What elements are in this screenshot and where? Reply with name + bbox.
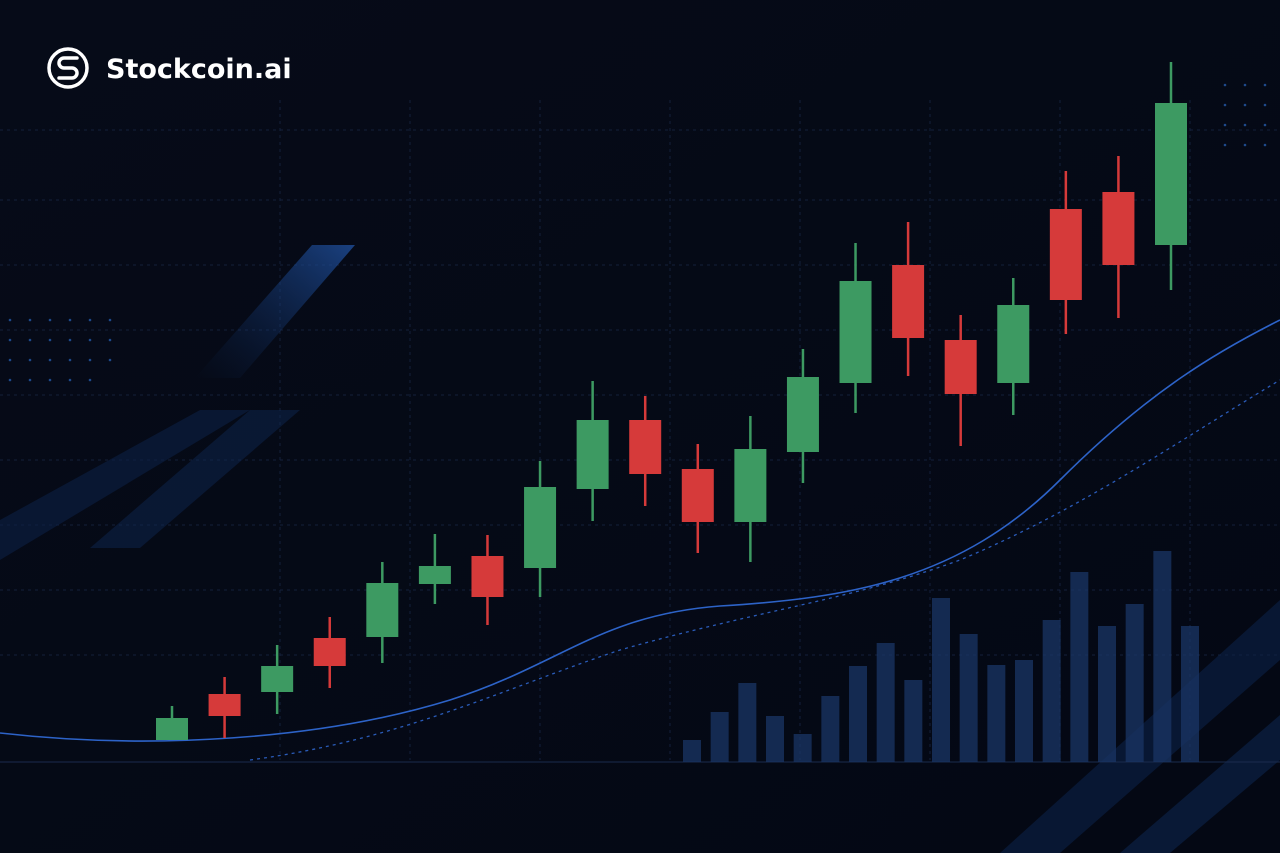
- volume-bar: [821, 696, 840, 762]
- volume-bar: [766, 716, 784, 762]
- logo-s: [57, 56, 79, 80]
- volume-bar: [904, 680, 923, 762]
- volume-bar: [1181, 626, 1199, 762]
- logo-ring: [47, 47, 89, 89]
- candle-body: [576, 420, 609, 489]
- volume-bar: [710, 712, 729, 762]
- volume-bar: [987, 665, 1006, 762]
- trend-line: [0, 319, 1280, 742]
- candle-body: [1049, 209, 1082, 300]
- candle-body: [471, 556, 504, 597]
- volume-bar: [738, 683, 757, 762]
- volume-bar: [1098, 626, 1116, 762]
- candle-body: [208, 694, 241, 716]
- volume-bar: [849, 666, 867, 762]
- volume-bar: [1153, 551, 1172, 762]
- decor-dots: [8, 83, 1267, 382]
- volume-bar: [932, 598, 950, 762]
- candle-body: [944, 340, 977, 394]
- volume-bar: [959, 634, 978, 762]
- candle-body: [734, 449, 767, 522]
- candle-body: [524, 487, 557, 568]
- volume-bar: [793, 734, 812, 762]
- volume-bars: [683, 551, 1199, 762]
- volume-bar: [1070, 572, 1089, 762]
- candle-body: [366, 583, 399, 637]
- candle-body: [313, 638, 346, 666]
- logo: Stockcoin.ai: [47, 47, 292, 89]
- candle-body: [839, 281, 872, 383]
- candle-body: [418, 566, 451, 584]
- volume-bar: [683, 740, 701, 762]
- volume-bar: [876, 643, 895, 762]
- candle-body: [997, 305, 1030, 383]
- volume-bar: [1015, 660, 1033, 762]
- candles: [156, 62, 1187, 740]
- candle-body: [1102, 192, 1135, 265]
- brand-name: Stockcoin.ai: [106, 54, 292, 85]
- candle-body: [786, 377, 819, 452]
- volume-bar: [1042, 620, 1061, 762]
- candle-body: [681, 469, 714, 522]
- candle-body: [629, 420, 662, 474]
- candle-body: [892, 265, 925, 338]
- candle-body: [261, 666, 294, 692]
- volume-bar: [1125, 604, 1144, 762]
- candle-body: [156, 718, 188, 740]
- candle-body: [1155, 103, 1187, 245]
